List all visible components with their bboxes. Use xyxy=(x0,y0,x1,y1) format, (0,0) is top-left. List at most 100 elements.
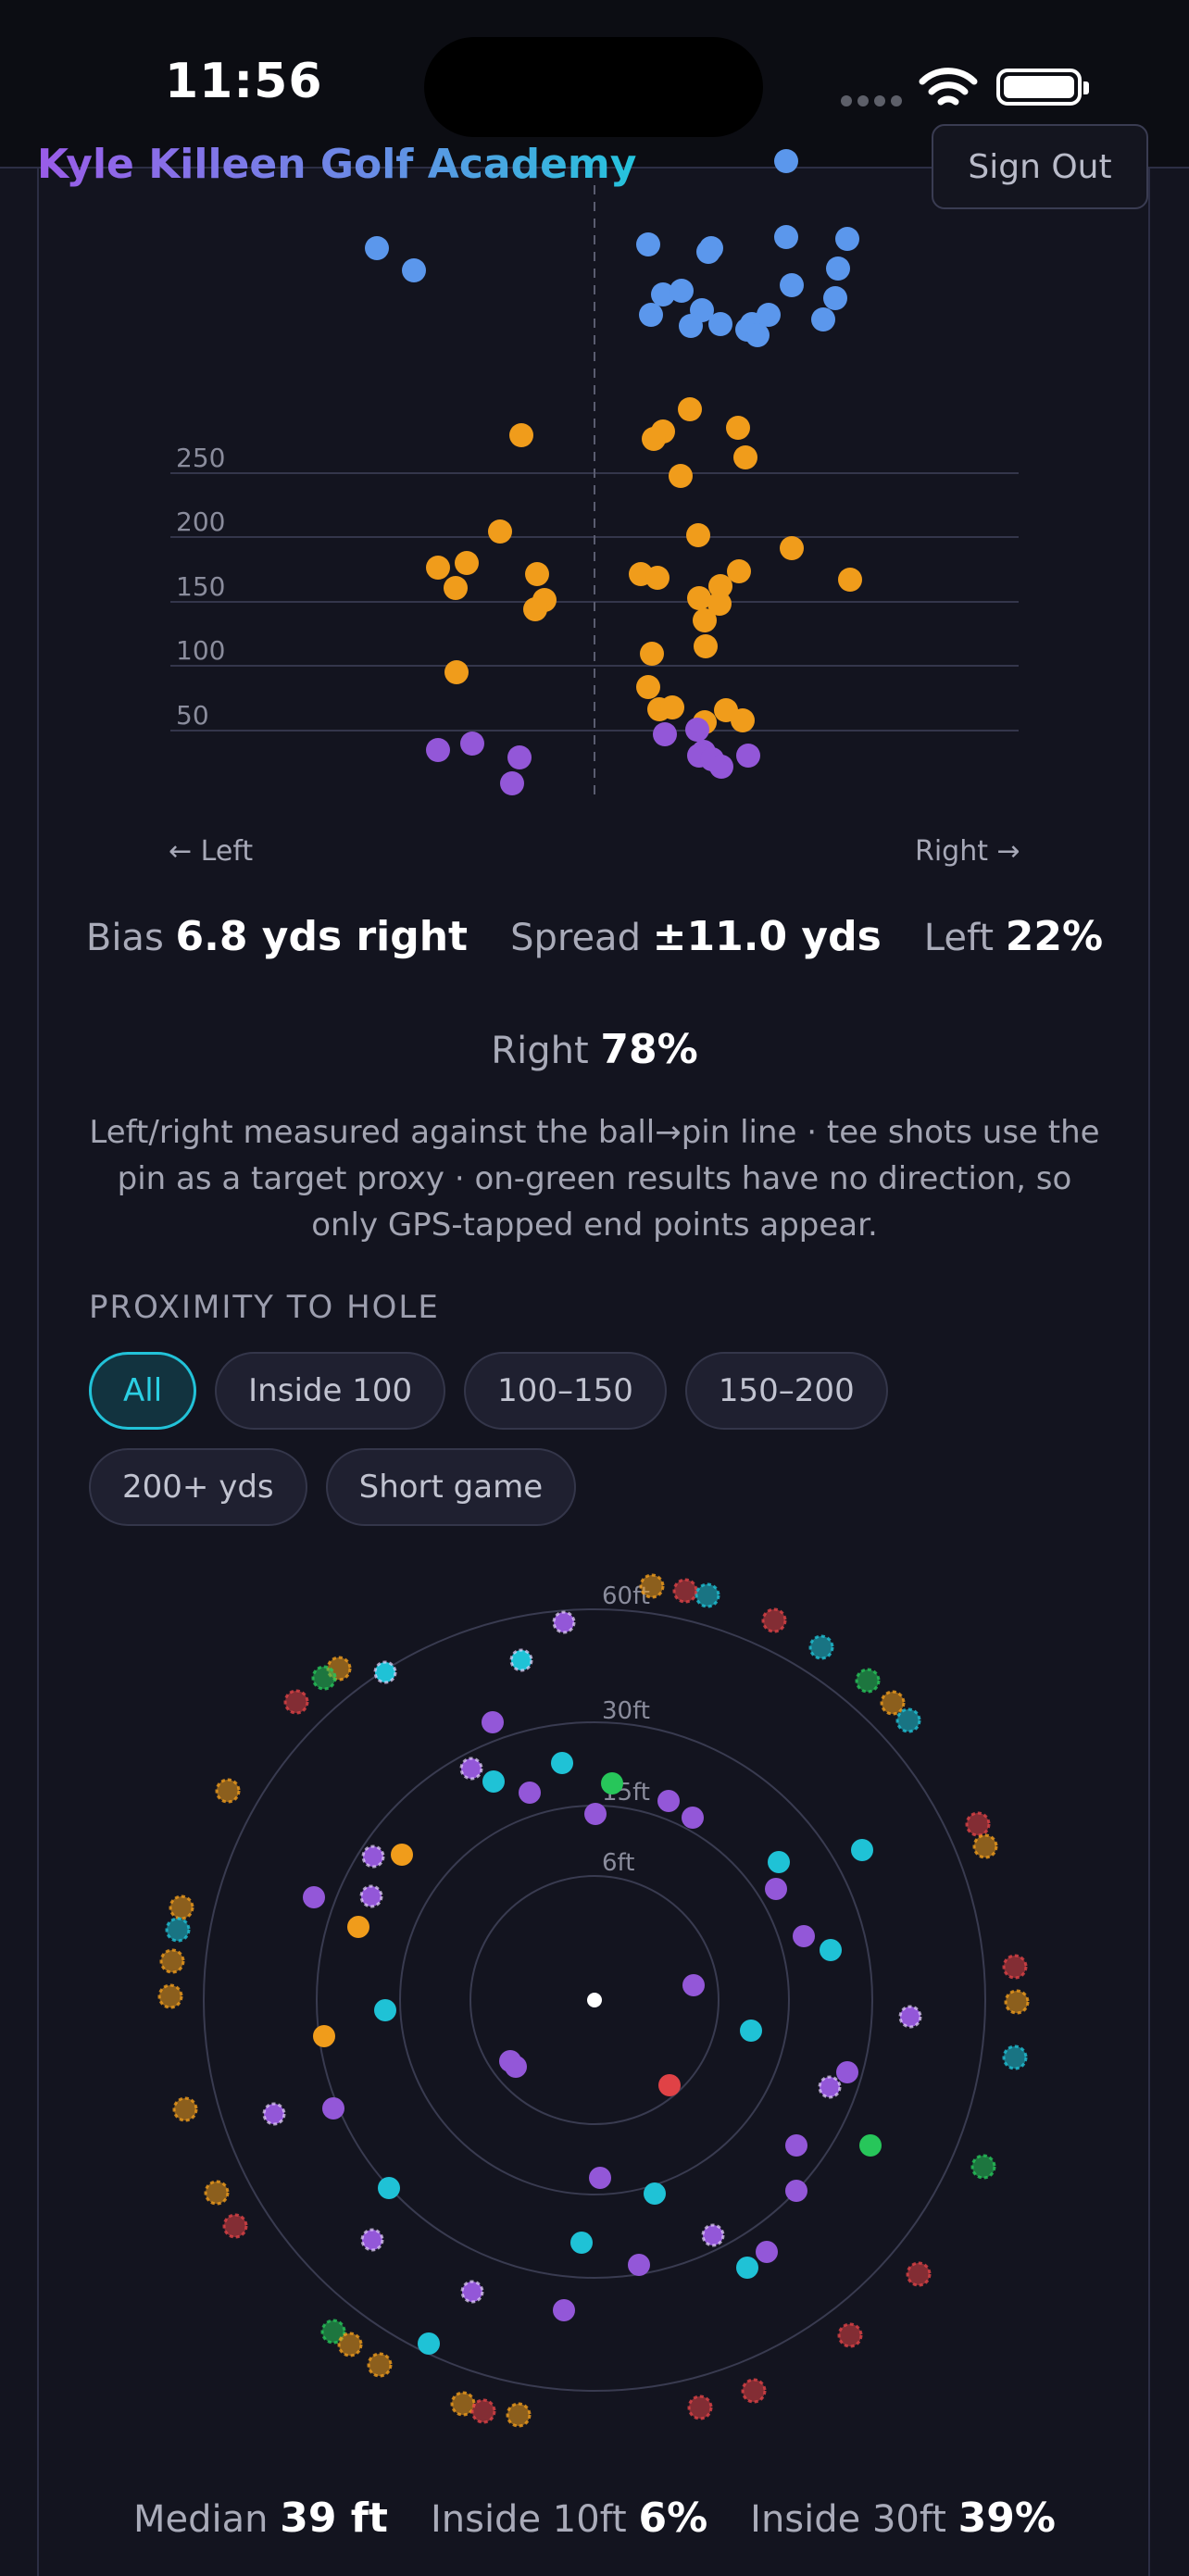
outer-result-dot-3 xyxy=(695,1582,720,1608)
result-dot-5 xyxy=(519,1782,541,1804)
estimated-result-dot-7 xyxy=(898,2005,922,2029)
dispersion-chart: 250 200 150 100 50 xyxy=(170,149,1019,795)
shot-dot-purple-10 xyxy=(709,755,733,779)
outer-result-dot-30 xyxy=(367,2352,393,2378)
filter-inside-100[interactable]: Inside 100 xyxy=(215,1352,446,1430)
outer-result-dot-25 xyxy=(222,2213,248,2239)
estimated-result-dot-4 xyxy=(459,1757,483,1781)
dispersion-note: Left/right measured against the ball→pin… xyxy=(89,1114,1100,1244)
outer-result-dot-13 xyxy=(965,1811,991,1837)
shot-dot-purple-2 xyxy=(685,718,709,742)
outer-result-dot-27 xyxy=(837,2322,863,2348)
filter-150-200[interactable]: 150–200 xyxy=(684,1352,888,1430)
result-dot-25 xyxy=(322,2097,344,2120)
filter-short-game[interactable]: Short game xyxy=(325,1448,577,1526)
shot-dot-orange-18 xyxy=(838,568,862,592)
outer-result-dot-10 xyxy=(311,1665,337,1691)
result-dot-22 xyxy=(505,2056,527,2078)
shot-dot-orange-7 xyxy=(669,464,693,488)
result-dot-37 xyxy=(418,2332,440,2355)
shot-dot-orange-25 xyxy=(444,660,469,684)
header-divider xyxy=(0,167,1189,169)
shot-dot-orange-30 xyxy=(660,695,684,719)
shot-dot-orange-15 xyxy=(727,559,751,583)
right-axis-label: Right → xyxy=(915,835,1020,868)
outer-result-dot-1 xyxy=(639,1573,665,1599)
median-stat: Median 39 ft xyxy=(133,2495,388,2542)
shot-dot-purple-4 xyxy=(426,738,450,762)
brand-title: Kyle Killeen Golf Academy xyxy=(37,141,637,188)
outer-result-dot-18 xyxy=(157,1983,183,2009)
outer-result-dot-28 xyxy=(320,2319,346,2345)
shot-dot-blue-1 xyxy=(774,149,798,173)
inside-30ft-stat: Inside 30ft 39% xyxy=(750,2495,1056,2542)
shot-dot-orange-26 xyxy=(640,642,664,666)
estimated-result-dot-12 xyxy=(460,2280,484,2304)
proximity-chart: 60ft 30ft 15ft 6ft xyxy=(157,1573,1030,2428)
dispersion-stats: Bias 6.8 yds right Spread ±11.0 yds Left… xyxy=(0,913,1189,960)
outer-result-dot-19 xyxy=(1002,1954,1028,1980)
result-dot-7 xyxy=(682,1807,704,1829)
shot-dot-orange-24 xyxy=(693,608,717,632)
filter-200-plus[interactable]: 200+ yds xyxy=(89,1448,307,1526)
shot-dot-blue-7 xyxy=(835,227,859,251)
shot-dot-orange-9 xyxy=(488,519,512,544)
status-bar: 11:56 xyxy=(0,0,1189,167)
shot-dot-purple-1 xyxy=(653,722,677,746)
outer-result-dot-8 xyxy=(895,1707,921,1733)
shot-dot-blue-11 xyxy=(823,286,847,310)
outer-result-dot-34 xyxy=(470,2398,496,2424)
shot-dot-purple-8 xyxy=(736,744,760,768)
result-dot-11 xyxy=(851,1839,873,1861)
y-label-100: 100 xyxy=(176,635,225,666)
hole-marker xyxy=(587,1993,602,2007)
result-dot-14 xyxy=(765,1878,787,1900)
shot-dot-blue-3 xyxy=(402,258,426,282)
right-stat: Right 78% xyxy=(491,1026,698,1073)
shot-dot-blue-2 xyxy=(365,236,389,260)
outer-result-dot-14 xyxy=(972,1833,998,1859)
proximity-stats: Median 39 ft Inside 10ft 6% Inside 30ft … xyxy=(0,2495,1189,2542)
y-label-250: 250 xyxy=(176,443,225,473)
outer-result-dot-35 xyxy=(506,2402,532,2428)
outer-result-dot-2 xyxy=(672,1578,698,1604)
wifi-icon xyxy=(919,68,978,106)
shot-dot-orange-1 xyxy=(678,397,702,421)
filter-100-150[interactable]: 100–150 xyxy=(464,1352,667,1430)
result-dot-19 xyxy=(740,2020,762,2042)
dynamic-island xyxy=(424,37,763,137)
ring-label-6ft: 6ft xyxy=(602,1849,634,1877)
shot-dot-purple-11 xyxy=(500,771,524,795)
result-dot-32 xyxy=(570,2232,593,2254)
estimated-result-dot-8 xyxy=(818,2075,842,2099)
cellular-signal-icon xyxy=(841,93,907,110)
battery-icon xyxy=(996,69,1089,106)
inside-10ft-stat: Inside 10ft 6% xyxy=(430,2495,708,2542)
proximity-title: PROXIMITY TO HOLE xyxy=(89,1289,440,1326)
left-stat: Left 22% xyxy=(923,913,1104,960)
result-dot-20 xyxy=(313,2025,335,2047)
shot-dot-orange-28 xyxy=(636,675,660,699)
shot-dot-orange-13 xyxy=(525,562,549,586)
outer-result-dot-12 xyxy=(215,1778,241,1804)
content-panel xyxy=(37,169,1150,2576)
result-dot-2 xyxy=(551,1752,573,1774)
result-dot-6 xyxy=(657,1790,680,1812)
result-dot-30 xyxy=(785,2180,807,2202)
outer-result-dot-5 xyxy=(808,1634,834,1660)
sign-out-button[interactable]: Sign Out xyxy=(932,124,1148,209)
shot-dot-blue-18 xyxy=(679,314,703,338)
filter-all[interactable]: All xyxy=(89,1352,197,1430)
estimated-result-dot-2 xyxy=(509,1648,533,1672)
result-dot-8 xyxy=(584,1803,607,1825)
shot-dot-blue-12 xyxy=(811,307,835,331)
shot-dot-purple-6 xyxy=(507,745,532,769)
result-dot-12 xyxy=(303,1886,325,1908)
result-dot-10 xyxy=(768,1851,790,1873)
result-dot-23 xyxy=(658,2074,681,2096)
result-dot-13 xyxy=(347,1916,369,1938)
result-dot-4 xyxy=(482,1770,505,1793)
shot-dot-orange-33 xyxy=(731,708,755,732)
result-dot-18 xyxy=(374,1999,396,2021)
outer-result-dot-31 xyxy=(741,2378,767,2404)
